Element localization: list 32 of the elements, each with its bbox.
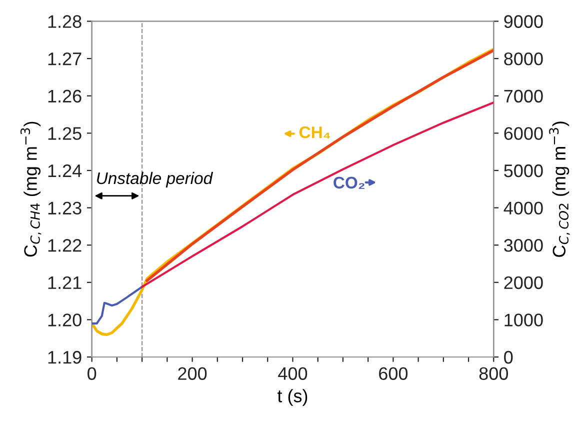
x-tick-label: 0: [88, 367, 96, 380]
y-tick-label: 1.25: [48, 127, 82, 140]
x-tick-label: 600: [379, 367, 408, 380]
x-tick-label: 200: [178, 367, 207, 380]
y2-tick-label: 3000: [504, 239, 543, 252]
x-axis-title: t (s): [277, 389, 308, 406]
y2-tick-label: 5000: [504, 164, 543, 178]
y2-tick-label: 8000: [504, 52, 543, 66]
y-tick-label: 1.23: [48, 202, 82, 214]
x-tick-label: 400: [278, 367, 308, 380]
annotation: CH₄: [299, 126, 330, 139]
x-tick-label: 800: [479, 367, 508, 380]
y-tick-label: 1.21: [48, 276, 82, 289]
y-axis-title: C$_{C,CH4}$ (mg m$^{−3}$): [20, 122, 42, 257]
y2-tick-label: 1000: [504, 314, 543, 326]
y2-axis-title: C$_{C,CO2}$ (mg m$^{−3}$): [549, 122, 570, 257]
annotation: CO₂: [334, 176, 364, 189]
y-tick-label: 1.28: [48, 15, 82, 28]
annotation: Unstable period: [97, 172, 214, 188]
y2-tick-label: 6000: [504, 127, 543, 140]
y2-tick-label: 4000: [504, 202, 543, 214]
y-tick-label: 1.27: [48, 52, 82, 66]
y2-tick-label: 0: [504, 350, 513, 364]
y-tick-label: 1.20: [48, 314, 82, 326]
y-tick-label: 1.19: [48, 350, 82, 364]
y2-tick-label: 2000: [504, 276, 543, 290]
y2-tick-label: 9000: [504, 15, 543, 28]
y-tick-label: 1.24: [48, 164, 82, 178]
y2-tick-label: 7000: [504, 90, 543, 103]
y-tick-label: 1.26: [48, 90, 82, 103]
y-tick-label: 1.22: [48, 239, 82, 252]
line-series: [92, 286, 144, 324]
